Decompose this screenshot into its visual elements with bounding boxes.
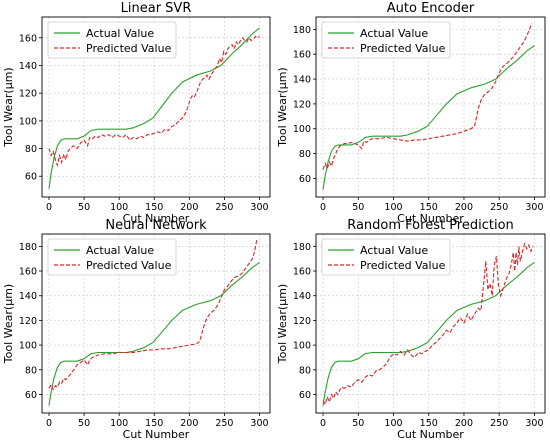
y-tick-label: 120 xyxy=(19,316,37,327)
y-tick-label: 80 xyxy=(25,144,37,155)
legend-entry: Actual Value xyxy=(86,27,154,40)
predicted-value-line xyxy=(322,23,533,170)
x-tick-label: 0 xyxy=(320,418,326,429)
legend-entry: Predicted Value xyxy=(86,42,172,55)
x-tick-label: 50 xyxy=(352,418,364,429)
subplot-4: 0 50 100 150 200 250 300 60 80 100 120 140 160 180 Ran… xyxy=(276,218,546,441)
actual-value-line xyxy=(322,45,535,190)
legend-entry: Predicted Value xyxy=(86,259,172,272)
x-tick-label: 0 xyxy=(320,202,326,213)
y-tick-label: 60 xyxy=(299,390,311,401)
predicted-value-line xyxy=(322,242,534,406)
y-tick-label: 80 xyxy=(299,365,311,376)
y-tick-label: 80 xyxy=(299,149,311,160)
y-axis-label: Tool Wear(μm) xyxy=(2,284,15,364)
axes-frame xyxy=(41,233,271,414)
x-tick-label: 0 xyxy=(46,202,52,213)
legend-entry: Actual Value xyxy=(86,244,154,257)
x-tick-label: 250 xyxy=(215,418,233,429)
subplot-title: Neural Network xyxy=(105,218,207,233)
y-axis-label: Tool Wear(μm) xyxy=(2,67,15,147)
subplot-title: Linear SVR xyxy=(121,1,192,16)
y-tick-label: 180 xyxy=(293,25,311,36)
x-axis-label: Cut Number xyxy=(397,212,464,225)
x-tick-label: 100 xyxy=(384,202,402,213)
y-tick-label: 60 xyxy=(25,390,37,401)
y-tick-label: 160 xyxy=(293,267,311,278)
y-tick-label: 100 xyxy=(293,124,311,135)
x-tick-label: 100 xyxy=(110,418,128,429)
axes-frame xyxy=(315,16,546,198)
y-axis-label: Tool Wear(μm) xyxy=(276,67,289,147)
y-tick-label: 120 xyxy=(293,316,311,327)
legend-entry: Predicted Value xyxy=(360,259,446,272)
x-tick-label: 150 xyxy=(420,202,438,213)
y-tick-label: 180 xyxy=(19,242,37,253)
y-tick-label: 180 xyxy=(293,242,311,253)
y-tick-label: 160 xyxy=(19,33,37,44)
y-tick-label: 160 xyxy=(293,50,311,61)
axes-frame xyxy=(315,233,546,414)
legend-entry: Predicted Value xyxy=(360,42,446,55)
legend-entry: Actual Value xyxy=(360,244,428,257)
actual-value-line xyxy=(48,261,260,406)
predicted-value-line xyxy=(48,35,260,168)
axes-frame xyxy=(41,16,271,198)
x-tick-label: 200 xyxy=(455,202,473,213)
y-tick-label: 100 xyxy=(19,341,37,352)
x-tick-label: 100 xyxy=(384,418,402,429)
x-tick-label: 250 xyxy=(215,202,233,213)
x-tick-label: 300 xyxy=(250,202,268,213)
legend-box xyxy=(47,238,177,276)
x-tick-label: 250 xyxy=(490,418,508,429)
x-tick-label: 250 xyxy=(490,202,508,213)
y-tick-label: 80 xyxy=(25,365,37,376)
x-tick-label: 100 xyxy=(110,202,128,213)
x-tick-label: 150 xyxy=(420,418,438,429)
y-tick-label: 100 xyxy=(19,116,37,127)
actual-value-line xyxy=(322,261,535,406)
x-tick-label: 0 xyxy=(46,418,52,429)
subplot-2: 0 50 100 150 200 250 300 60 80 100 120 140 160 180 Aut… xyxy=(276,1,546,225)
x-axis-label: Cut Number xyxy=(397,428,464,441)
x-tick-label: 200 xyxy=(455,418,473,429)
y-tick-label: 140 xyxy=(19,291,37,302)
legend-box xyxy=(47,21,177,59)
y-tick-label: 60 xyxy=(25,172,37,183)
legend-entry: Actual Value xyxy=(360,27,428,40)
legend-box xyxy=(321,238,451,276)
subplot-title: Auto Encoder xyxy=(387,1,475,16)
subplot-3: 0 50 100 150 200 250 300 60 80 100 120 140 160 180 Neu… xyxy=(2,218,271,441)
x-tick-label: 50 xyxy=(78,418,90,429)
y-tick-label: 160 xyxy=(19,267,37,278)
y-tick-label: 120 xyxy=(19,89,37,100)
subplot-1: 0 50 100 150 200 250 300 60 80 100 120 140 160 Linear… xyxy=(2,1,271,225)
x-tick-label: 300 xyxy=(525,418,543,429)
y-tick-label: 140 xyxy=(293,291,311,302)
x-tick-label: 300 xyxy=(525,202,543,213)
x-tick-label: 200 xyxy=(180,202,198,213)
x-axis-label: Cut Number xyxy=(123,212,190,225)
y-tick-label: 140 xyxy=(293,75,311,86)
x-axis-label: Cut Number xyxy=(123,428,190,441)
y-tick-label: 140 xyxy=(19,61,37,72)
x-tick-label: 150 xyxy=(145,202,163,213)
legend-box xyxy=(321,21,451,59)
actual-value-line xyxy=(48,27,260,189)
y-tick-label: 120 xyxy=(293,99,311,110)
x-tick-label: 150 xyxy=(145,418,163,429)
x-tick-label: 50 xyxy=(78,202,90,213)
x-tick-label: 200 xyxy=(180,418,198,429)
predicted-value-line xyxy=(48,240,258,391)
y-axis-label: Tool Wear(μm) xyxy=(276,284,289,364)
y-tick-label: 100 xyxy=(293,341,311,352)
y-tick-label: 60 xyxy=(299,174,311,185)
x-tick-label: 50 xyxy=(352,202,364,213)
subplot-title: Random Forest Prediction xyxy=(347,218,514,233)
x-tick-label: 300 xyxy=(250,418,268,429)
